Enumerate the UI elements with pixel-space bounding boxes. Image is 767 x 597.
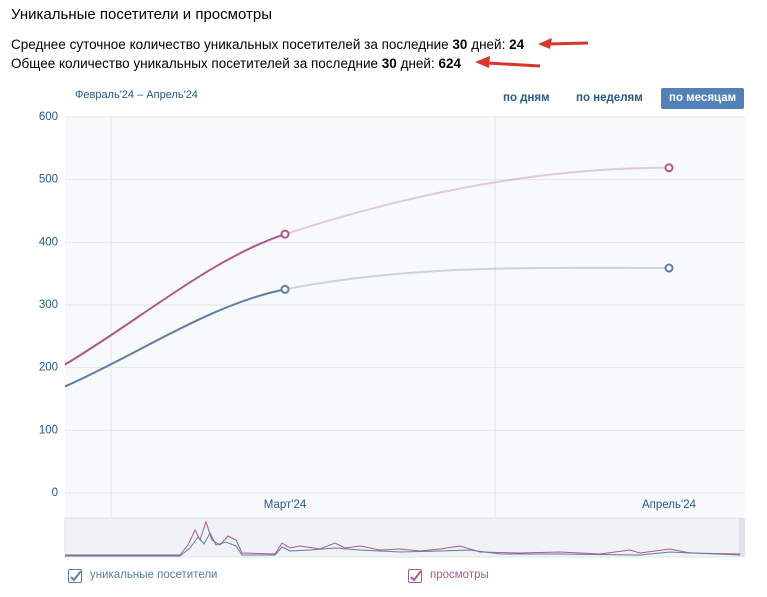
stat-days: 30 — [381, 56, 397, 71]
period-button[interactable]: по дням — [503, 92, 550, 104]
y-tick-label: 500 — [39, 174, 58, 186]
stat-line: Среднее суточное количество уникальных п… — [11, 37, 524, 52]
point-marker — [664, 263, 674, 273]
series-line — [64, 266, 670, 388]
y-tick-label: 0 — [52, 487, 58, 499]
legend-checkbox[interactable] — [68, 569, 82, 583]
y-tick-label: 600 — [39, 111, 58, 123]
navigator-line — [65, 520, 741, 556]
navigator — [64, 517, 740, 558]
stat-text: Общее количество уникальных посетителей … — [11, 56, 379, 71]
y-tick-label: 200 — [39, 362, 58, 374]
navigator-line — [65, 531, 741, 557]
point-marker — [664, 163, 674, 173]
page-title: Уникальные посетители и просмотры — [11, 6, 272, 23]
stat-unit: дней: — [400, 56, 435, 71]
date-range: Февраль'24 – Апрель'24 — [75, 89, 198, 101]
arrow — [547, 41, 589, 46]
point-marker — [280, 229, 290, 239]
legend-label: уникальные посетители — [90, 569, 218, 581]
stat-days: 30 — [452, 37, 468, 52]
x-tick-label: Март'24 — [264, 499, 307, 511]
stat-value: 24 — [509, 37, 525, 52]
arrow-head — [475, 56, 490, 68]
check-icon — [70, 570, 82, 582]
period-button[interactable]: по неделям — [576, 92, 643, 104]
y-tick-label: 100 — [39, 424, 58, 436]
period-button[interactable]: по месяцам — [661, 88, 745, 109]
annotation-arrows — [475, 38, 589, 68]
navigator-handle — [739, 518, 745, 557]
series-line — [64, 166, 670, 366]
legend-checkbox[interactable] — [408, 569, 422, 583]
check-icon — [410, 570, 422, 582]
point-marker — [280, 284, 290, 294]
stat-line: Общее количество уникальных посетителей … — [11, 56, 461, 71]
arrow-head — [538, 38, 552, 49]
stat-value: 624 — [438, 56, 462, 71]
legend-label: просмотры — [430, 569, 489, 581]
arrow — [486, 61, 541, 68]
stat-unit: дней: — [471, 37, 506, 52]
y-tick-label: 400 — [39, 236, 58, 248]
y-tick-label: 300 — [39, 299, 58, 311]
stat-text: Среднее суточное количество уникальных п… — [11, 37, 449, 52]
plot-background — [65, 117, 745, 518]
x-tick-label: Апрель'24 — [642, 499, 697, 511]
